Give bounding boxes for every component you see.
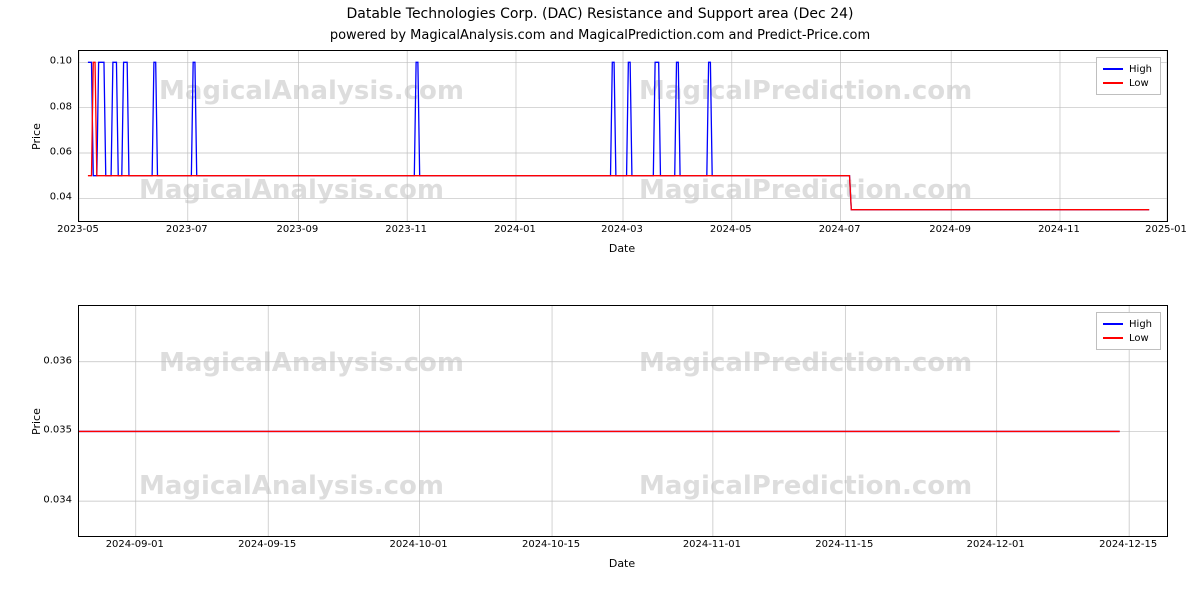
x-tick-label: 2024-09-01: [95, 539, 175, 550]
x-axis-label: Date: [78, 557, 1166, 570]
legend-item-high: High: [1103, 317, 1152, 331]
x-tick-label: 2023-05: [38, 224, 118, 235]
y-tick-label: 0.036: [22, 355, 72, 366]
x-tick-label: 2024-09: [910, 224, 990, 235]
y-tick-label: 0.034: [22, 495, 72, 506]
legend-item-high: High: [1103, 62, 1152, 76]
legend-item-low: Low: [1103, 331, 1152, 345]
y-tick-label: 0.06: [22, 147, 72, 158]
legend-swatch: [1103, 82, 1123, 84]
x-tick-label: 2024-09-15: [227, 539, 307, 550]
legend-label: Low: [1129, 78, 1149, 89]
x-tick-label: 2023-07: [147, 224, 227, 235]
x-tick-label: 2024-05: [691, 224, 771, 235]
chart-title: Datable Technologies Corp. (DAC) Resista…: [0, 6, 1200, 22]
x-tick-label: 2024-07: [800, 224, 880, 235]
chart-svg-bottom: [79, 306, 1167, 536]
x-tick-label: 2023-09: [257, 224, 337, 235]
x-tick-label: 2024-01: [475, 224, 555, 235]
price-chart-top: MagicalAnalysis.com MagicalPrediction.co…: [78, 50, 1168, 222]
x-tick-label: 2024-11-01: [672, 539, 752, 550]
x-tick-label: 2024-11: [1019, 224, 1099, 235]
x-tick-label: 2024-10-15: [511, 539, 591, 550]
legend-swatch: [1103, 323, 1123, 325]
x-tick-label: 2024-10-01: [379, 539, 459, 550]
x-tick-label: 2024-12-15: [1088, 539, 1168, 550]
y-tick-label: 0.035: [22, 425, 72, 436]
chart-subtitle: powered by MagicalAnalysis.com and Magic…: [0, 28, 1200, 43]
y-tick-label: 0.10: [22, 56, 72, 67]
legend-item-low: Low: [1103, 76, 1152, 90]
x-tick-label: 2023-11: [366, 224, 446, 235]
legend-swatch: [1103, 68, 1123, 70]
chart-svg-top: [79, 51, 1167, 221]
legend-label: High: [1129, 319, 1152, 330]
x-tick-label: 2025-01: [1126, 224, 1200, 235]
x-tick-label: 2024-11-15: [804, 539, 884, 550]
legend: High Low: [1096, 312, 1161, 350]
price-chart-bottom: MagicalAnalysis.com MagicalPrediction.co…: [78, 305, 1168, 537]
y-tick-label: 0.04: [22, 192, 72, 203]
legend: High Low: [1096, 57, 1161, 95]
x-tick-label: 2024-03: [582, 224, 662, 235]
x-tick-label: 2024-12-01: [956, 539, 1036, 550]
x-axis-label: Date: [78, 242, 1166, 255]
y-tick-label: 0.08: [22, 101, 72, 112]
figure: Datable Technologies Corp. (DAC) Resista…: [0, 0, 1200, 600]
legend-label: High: [1129, 64, 1152, 75]
legend-label: Low: [1129, 333, 1149, 344]
legend-swatch: [1103, 337, 1123, 339]
